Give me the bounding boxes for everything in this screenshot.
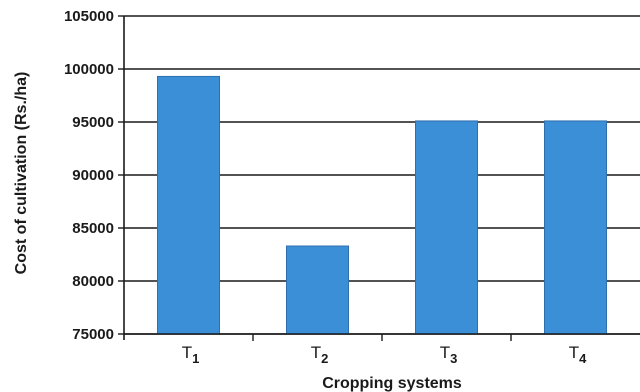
bar xyxy=(544,120,607,335)
bars xyxy=(157,75,607,335)
x-category-label: T4 xyxy=(569,343,587,366)
axes xyxy=(118,15,640,341)
bar xyxy=(157,75,220,335)
y-tick-label: 105000 xyxy=(64,8,114,25)
y-tick-label: 90000 xyxy=(72,167,114,184)
y-tick-label: 80000 xyxy=(72,273,114,290)
bar xyxy=(415,120,478,335)
x-category-labels: T1 T2 T3 T4 xyxy=(182,343,587,366)
bar xyxy=(286,245,349,335)
y-axis-title: Cost of cultivation (Rs./ha) xyxy=(13,72,30,275)
x-axis-title: Cropping systems xyxy=(322,375,462,392)
x-category-label: T3 xyxy=(440,343,458,366)
y-tick-label: 100000 xyxy=(64,61,114,78)
y-tick-label: 75000 xyxy=(72,326,114,343)
y-tick-label: 85000 xyxy=(72,220,114,237)
x-category-label: T1 xyxy=(182,343,200,366)
x-category-label: T2 xyxy=(311,343,329,366)
y-tick-labels: 75000 80000 85000 90000 95000 100000 105000 xyxy=(64,8,114,343)
y-tick-label: 95000 xyxy=(72,114,114,131)
